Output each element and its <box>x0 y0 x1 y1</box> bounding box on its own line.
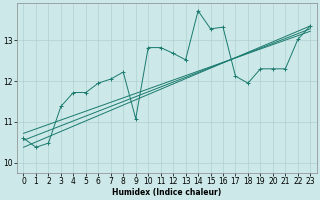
X-axis label: Humidex (Indice chaleur): Humidex (Indice chaleur) <box>112 188 221 197</box>
